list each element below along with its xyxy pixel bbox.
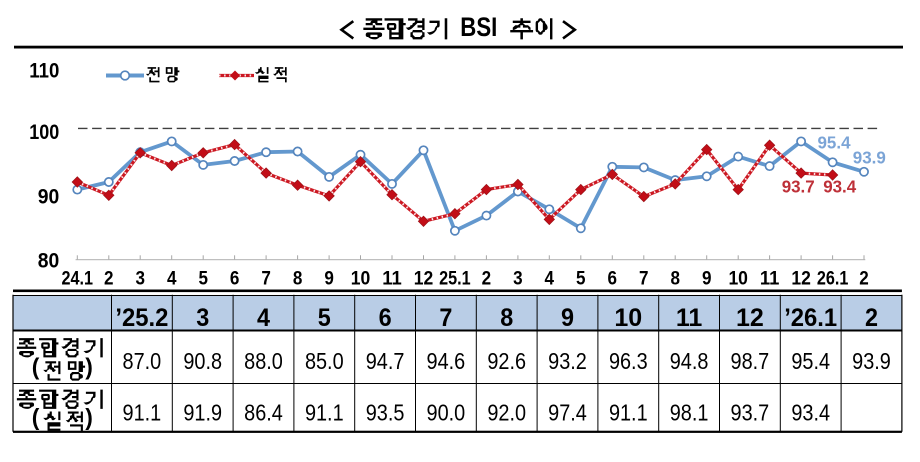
svg-text:90.8: 90.8 — [183, 348, 222, 374]
svg-text:’25.2: ’25.2 — [115, 304, 168, 332]
svg-text:91.1: 91.1 — [609, 399, 648, 425]
svg-text:4: 4 — [257, 304, 270, 332]
svg-text:4: 4 — [545, 268, 555, 289]
svg-text:5: 5 — [198, 268, 208, 289]
svg-text:8: 8 — [500, 304, 513, 332]
svg-text:6: 6 — [379, 304, 392, 332]
svg-text:93.5: 93.5 — [366, 399, 405, 425]
svg-text:90: 90 — [38, 185, 60, 208]
svg-text:(: ( — [32, 354, 40, 380]
svg-text:96.3: 96.3 — [609, 348, 648, 374]
svg-text:97.4: 97.4 — [548, 399, 587, 425]
svg-text:12: 12 — [736, 304, 764, 332]
svg-text:88.0: 88.0 — [244, 348, 283, 374]
svg-text:94.7: 94.7 — [366, 348, 405, 374]
svg-text:11: 11 — [382, 268, 402, 289]
svg-text:91.1: 91.1 — [123, 399, 162, 425]
svg-text:9: 9 — [561, 304, 574, 332]
svg-text:87.0: 87.0 — [123, 348, 162, 374]
svg-text:100: 100 — [29, 121, 59, 144]
svg-text:26.1: 26.1 — [817, 268, 849, 289]
svg-text:24.1: 24.1 — [62, 268, 94, 289]
svg-text:12: 12 — [414, 268, 434, 289]
svg-text:3: 3 — [135, 268, 145, 289]
svg-text:94.6: 94.6 — [427, 348, 466, 374]
svg-text:86.4: 86.4 — [244, 399, 283, 425]
svg-text:BSI: BSI — [460, 12, 497, 42]
svg-text:85.0: 85.0 — [305, 348, 344, 374]
svg-text:5: 5 — [318, 304, 331, 332]
svg-text:91.1: 91.1 — [305, 399, 344, 425]
svg-text:94.8: 94.8 — [670, 348, 709, 374]
svg-text:11: 11 — [676, 304, 703, 332]
svg-text:’26.1: ’26.1 — [784, 304, 837, 332]
svg-text:93.7: 93.7 — [782, 177, 815, 197]
svg-text:3: 3 — [196, 304, 209, 332]
svg-text:(: ( — [32, 404, 40, 430]
svg-text:): ) — [85, 354, 93, 380]
svg-text:110: 110 — [29, 59, 59, 82]
svg-text:93.4: 93.4 — [823, 177, 856, 197]
svg-text:7: 7 — [261, 268, 271, 289]
svg-text:95.4: 95.4 — [791, 348, 830, 374]
svg-text:90.0: 90.0 — [427, 399, 466, 425]
svg-text:2: 2 — [482, 268, 492, 289]
svg-text:93.9: 93.9 — [853, 148, 886, 168]
svg-text:98.1: 98.1 — [670, 399, 709, 425]
svg-text:7: 7 — [439, 304, 452, 332]
svg-text:6: 6 — [230, 268, 240, 289]
svg-text:10: 10 — [351, 268, 371, 289]
svg-text:5: 5 — [576, 268, 586, 289]
svg-text:2: 2 — [859, 268, 869, 289]
svg-text:93.4: 93.4 — [791, 399, 830, 425]
svg-text:8: 8 — [670, 268, 680, 289]
svg-text:7: 7 — [639, 268, 649, 289]
svg-text:91.9: 91.9 — [183, 399, 222, 425]
svg-text:9: 9 — [324, 268, 334, 289]
svg-text:10: 10 — [614, 304, 642, 332]
svg-text:92.0: 92.0 — [487, 399, 526, 425]
svg-text:8: 8 — [293, 268, 303, 289]
svg-text:10: 10 — [728, 268, 748, 289]
svg-text:25.1: 25.1 — [439, 268, 471, 289]
svg-text:98.7: 98.7 — [731, 348, 770, 374]
svg-text:4: 4 — [167, 268, 177, 289]
svg-text:93.7: 93.7 — [731, 399, 770, 425]
svg-text:6: 6 — [608, 268, 618, 289]
svg-text:11: 11 — [760, 268, 780, 289]
svg-text:93.9: 93.9 — [852, 348, 891, 374]
svg-text:80: 80 — [38, 250, 60, 273]
svg-text:92.6: 92.6 — [487, 348, 526, 374]
svg-text:2: 2 — [104, 268, 114, 289]
svg-text:9: 9 — [702, 268, 712, 289]
svg-text:95.4: 95.4 — [818, 133, 851, 153]
svg-text:12: 12 — [791, 268, 811, 289]
svg-text:3: 3 — [513, 268, 523, 289]
svg-text:93.2: 93.2 — [548, 348, 587, 374]
svg-text:2: 2 — [865, 304, 878, 332]
svg-text:): ) — [85, 404, 93, 430]
